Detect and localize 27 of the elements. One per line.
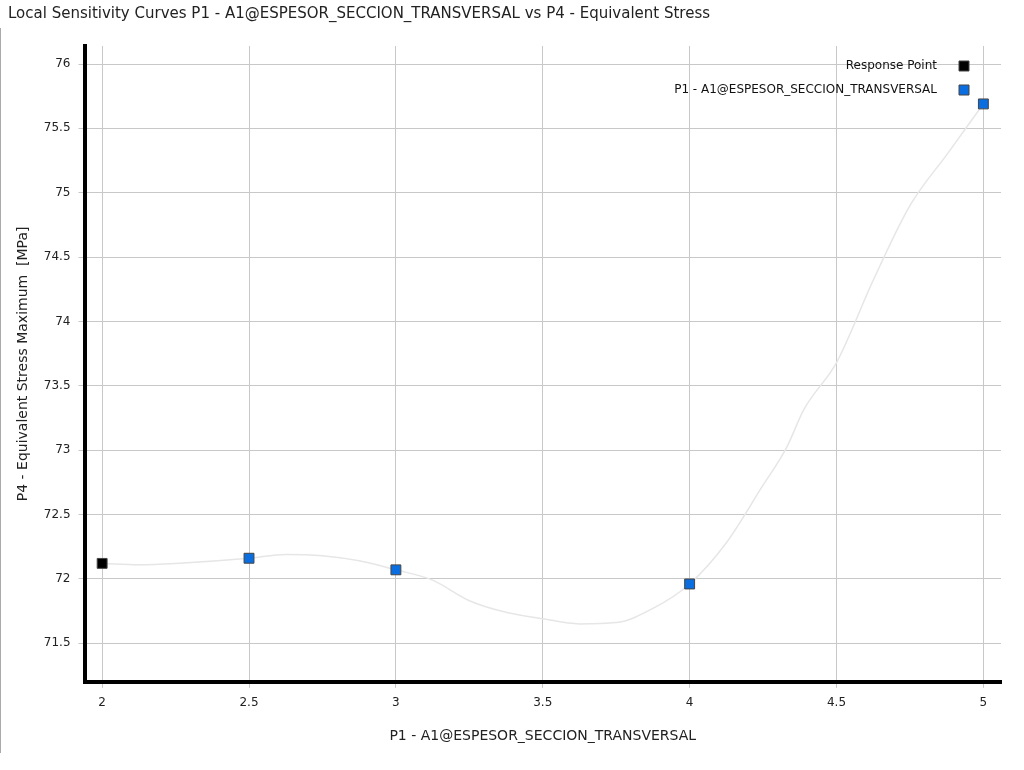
point xyxy=(977,98,989,110)
y-tick-label: 73.5 xyxy=(43,377,71,392)
chart-title: Local Sensitivity Curves P1 - A1@ESPESOR_SECCION_TRANSVERSAL vs P4 - Equivalent Stress xyxy=(8,4,711,22)
point xyxy=(243,552,255,564)
y-tick-label: 74.5 xyxy=(43,249,71,264)
y-axis-title: P4 - Equivalent Stress Maximum [MPa] xyxy=(14,226,31,502)
y-tick-label: 72 xyxy=(55,570,71,585)
legend-label: P1 - A1@ESPESOR_SECCION_TRANSVERSAL xyxy=(674,82,938,97)
y-tick-label: 75 xyxy=(55,184,71,199)
y-tick-label: 76 xyxy=(55,56,71,71)
point xyxy=(390,564,402,576)
x-tick-label: 3 xyxy=(392,695,400,710)
x-axis-title: P1 - A1@ESPESOR_SECCION_TRANSVERSAL xyxy=(389,727,697,744)
x-tick-label: 2 xyxy=(98,695,106,710)
y-tick-label: 72.5 xyxy=(43,506,71,521)
x-tick-label: 2.5 xyxy=(239,695,259,710)
point xyxy=(96,557,108,569)
y-tick-label: 73 xyxy=(55,442,71,457)
point xyxy=(684,578,696,590)
x-tick-label: 5 xyxy=(979,695,988,710)
x-tick-label: 3.5 xyxy=(533,695,553,710)
y-tick-label: 71.5 xyxy=(43,635,71,650)
legend-label: Response Point xyxy=(845,58,938,73)
y-tick-label: 75.5 xyxy=(43,120,71,135)
y-tick-label: 74 xyxy=(55,313,71,328)
x-tick-label: 4.5 xyxy=(826,695,847,710)
x-tick-label: 4 xyxy=(685,695,694,710)
